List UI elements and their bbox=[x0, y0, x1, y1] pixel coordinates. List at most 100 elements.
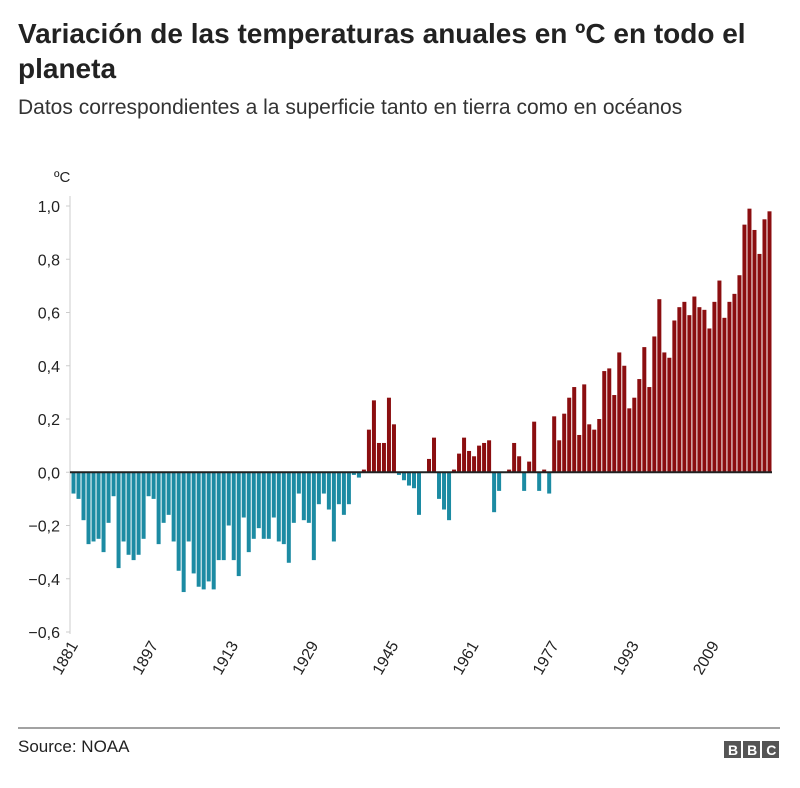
bar bbox=[111, 472, 116, 497]
bar bbox=[196, 472, 201, 587]
bar bbox=[201, 472, 206, 590]
bar bbox=[522, 472, 527, 491]
bar bbox=[176, 472, 181, 571]
source: Source: NOAA bbox=[18, 737, 130, 756]
x-tick-label: 1993 bbox=[610, 638, 643, 677]
bar bbox=[607, 368, 612, 473]
bar bbox=[547, 472, 552, 494]
y-tick-label: −0,4 bbox=[28, 572, 60, 589]
bar bbox=[256, 472, 261, 529]
title-box: Variación de las temperaturas anuales en… bbox=[18, 18, 746, 84]
bar bbox=[81, 472, 86, 521]
bar bbox=[587, 424, 592, 473]
logo-box bbox=[724, 741, 741, 758]
bar bbox=[156, 472, 161, 545]
x-tick-label: 2009 bbox=[690, 638, 723, 677]
bar bbox=[161, 472, 166, 523]
bar bbox=[677, 307, 682, 473]
y-tick-label: 0,4 bbox=[38, 359, 60, 376]
bar bbox=[276, 472, 281, 542]
bar bbox=[226, 472, 231, 526]
bar bbox=[101, 472, 106, 553]
bar bbox=[141, 472, 146, 539]
y-tick-label: 0,0 bbox=[38, 465, 60, 482]
bar bbox=[346, 472, 351, 505]
bar bbox=[707, 328, 712, 473]
bar bbox=[597, 419, 602, 473]
bar bbox=[341, 472, 346, 515]
bar bbox=[291, 472, 296, 523]
bar bbox=[416, 472, 421, 515]
bar bbox=[717, 280, 722, 473]
subtitle-box: Datos correspondientes a la superficie t… bbox=[18, 96, 683, 119]
bar bbox=[236, 472, 241, 577]
bar bbox=[742, 224, 747, 473]
bar bbox=[712, 301, 717, 473]
bar bbox=[692, 296, 697, 473]
bar bbox=[391, 424, 396, 473]
bar bbox=[542, 469, 547, 473]
bar bbox=[76, 472, 81, 499]
bar bbox=[171, 472, 176, 542]
bar bbox=[702, 309, 707, 473]
bar bbox=[311, 472, 316, 561]
x-tick-label: 1929 bbox=[290, 638, 323, 677]
bar bbox=[136, 472, 141, 555]
y-tick-label: 1,0 bbox=[38, 199, 60, 216]
bar bbox=[316, 472, 321, 505]
bar bbox=[662, 352, 667, 473]
bar bbox=[131, 472, 136, 561]
bar bbox=[371, 400, 376, 473]
bar bbox=[351, 472, 356, 475]
bar bbox=[577, 434, 582, 473]
bar bbox=[401, 472, 406, 481]
bar bbox=[191, 472, 196, 574]
bar bbox=[381, 442, 386, 473]
bar bbox=[457, 453, 462, 473]
bar bbox=[406, 472, 411, 486]
bar bbox=[146, 472, 151, 497]
bar bbox=[452, 469, 457, 473]
x-tick-label: 1913 bbox=[210, 638, 243, 677]
bar bbox=[281, 472, 286, 545]
bar bbox=[216, 472, 221, 561]
y-tick-label: 0,2 bbox=[38, 412, 60, 429]
bar bbox=[667, 357, 672, 473]
bar bbox=[512, 442, 517, 473]
bar bbox=[96, 472, 101, 539]
bar bbox=[206, 472, 211, 582]
x-tick-label: 1881 bbox=[49, 638, 82, 677]
bar bbox=[437, 472, 442, 499]
bar bbox=[442, 472, 447, 510]
bar bbox=[537, 472, 542, 491]
bar bbox=[642, 347, 647, 473]
logo-box bbox=[743, 741, 760, 758]
bar bbox=[86, 472, 91, 545]
y-tick-label: −0,6 bbox=[28, 625, 60, 642]
bar bbox=[116, 472, 121, 569]
bar bbox=[752, 229, 757, 473]
bar bbox=[552, 416, 557, 473]
bar bbox=[747, 208, 752, 473]
chart-subtitle: Datos correspondientes a la superficie t… bbox=[18, 96, 683, 119]
bar bbox=[492, 472, 497, 513]
x-tick-label: 1897 bbox=[130, 638, 163, 677]
y-tick-label: −0,2 bbox=[28, 519, 60, 536]
bar bbox=[336, 472, 341, 505]
bar bbox=[181, 472, 186, 593]
bar bbox=[211, 472, 216, 590]
bar bbox=[582, 384, 587, 473]
bar bbox=[472, 456, 477, 473]
bar bbox=[737, 275, 742, 473]
bar bbox=[497, 472, 502, 491]
bar bbox=[261, 472, 266, 539]
bar bbox=[562, 413, 567, 473]
bar bbox=[396, 472, 401, 475]
bar bbox=[602, 371, 607, 473]
x-tick-label: 1961 bbox=[450, 638, 483, 677]
x-tick-label: 1945 bbox=[370, 638, 403, 677]
bar bbox=[106, 472, 111, 523]
bar bbox=[356, 472, 361, 478]
y-tick-label: 0,8 bbox=[38, 252, 60, 269]
